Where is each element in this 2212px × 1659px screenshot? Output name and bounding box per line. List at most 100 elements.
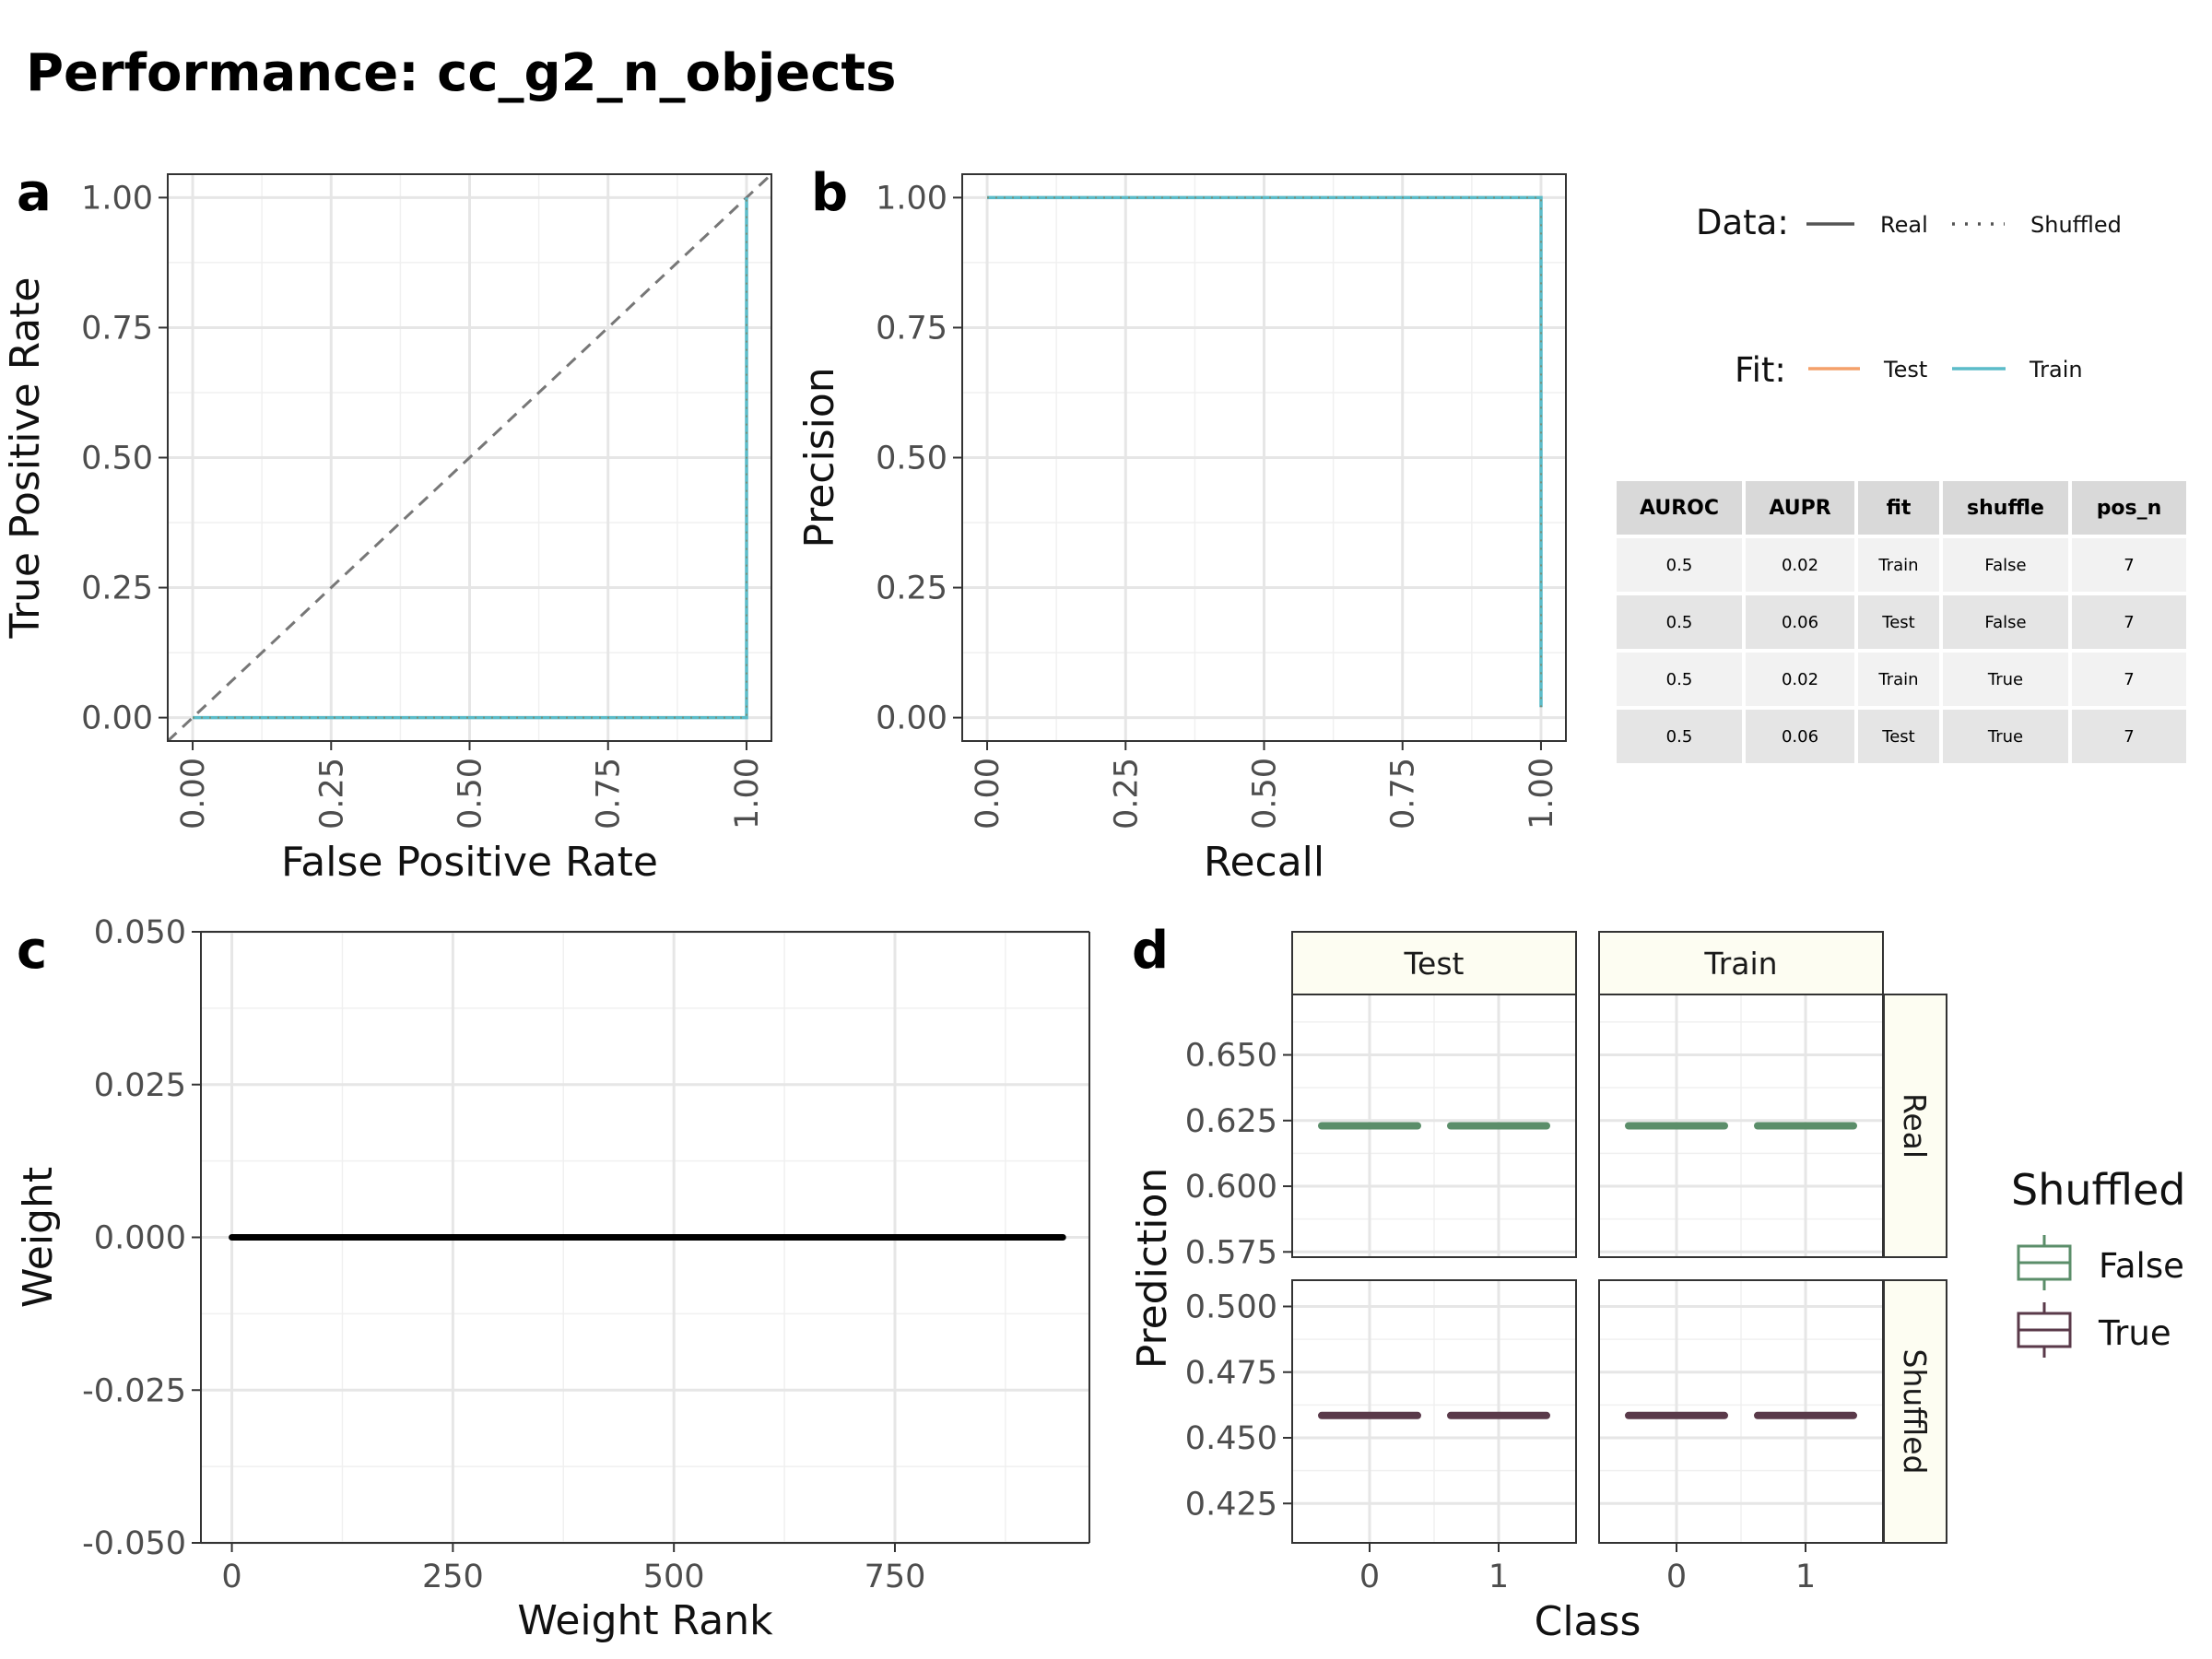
legend-real-label: Real [1880, 212, 1928, 238]
table-header-shuffle: shuffle [1943, 481, 2068, 535]
y-tick-label: 0.475 [1185, 1355, 1277, 1392]
table-cell: Test [1858, 595, 1939, 649]
legend-true-label: True [2098, 1313, 2171, 1353]
y-tick-label: 0.00 [876, 700, 947, 737]
y-tick-label: 0.75 [81, 310, 153, 347]
facet-strip-col [1598, 931, 1884, 995]
y-tick-label: 1.00 [81, 180, 153, 217]
table-cell: 0.06 [1746, 595, 1854, 649]
x-tick-label: 0.25 [313, 758, 350, 830]
table-cell: False [1943, 538, 2068, 592]
panel-label-c: c [17, 921, 47, 981]
y-tick-label: 0.600 [1185, 1169, 1277, 1206]
legend-test-label: Test [1883, 357, 1927, 382]
y-axis-title: Weight [15, 1167, 62, 1308]
table-header-aupr: AUPR [1746, 481, 1854, 535]
weights-panel: -0.050 -0.025 0.000 0.025 0.050 0 250 500 750 Wei… [15, 914, 1090, 1644]
y-tick-label: 1.00 [876, 180, 947, 217]
x-tick-label: 0 [221, 1559, 241, 1595]
y-tick-label: 0.000 [94, 1220, 186, 1257]
table-cell: False [1943, 595, 2068, 649]
facet-strip-row [1883, 1279, 1947, 1544]
x-tick-label: 1 [1488, 1559, 1509, 1595]
y-tick-label: 0.425 [1185, 1486, 1277, 1523]
table-cell: 0.5 [1617, 595, 1742, 649]
panel-label-d: d [1132, 921, 1169, 981]
table-header-row: AUROC AUPR fit shuffle pos_n [1617, 481, 2186, 535]
series-real-line [987, 195, 1543, 708]
x-tick-label: 0.75 [591, 758, 628, 830]
x-tick-label: 0.50 [1247, 758, 1284, 830]
table-cell: Train [1858, 653, 1939, 706]
table-cell: 0.02 [1746, 538, 1854, 592]
y-tick-label: 0.650 [1185, 1038, 1277, 1075]
table-cell: 0.5 [1617, 653, 1742, 706]
table-cell: True [1943, 653, 2068, 706]
table-row: 0.5 0.02 Train False 7 [1617, 538, 2186, 592]
legend-data-title: Data: [1696, 203, 1789, 242]
table-row: 0.5 0.06 Test True 7 [1617, 710, 2186, 763]
legend-train-label: Train [2029, 357, 2083, 382]
y-tick-label: 0.500 [1185, 1289, 1277, 1326]
x-axis-title: Recall [1204, 839, 1324, 886]
legend-fit-title: Fit: [1735, 350, 1786, 390]
x-tick-label: 750 [865, 1559, 926, 1595]
x-axis-title: False Positive Rate [281, 839, 658, 886]
y-tick-label: 0.75 [876, 310, 947, 347]
facet-strip-row-label: Shuffled [1897, 1349, 1933, 1475]
series-real-line [193, 197, 748, 720]
x-tick-label: 0 [1666, 1559, 1687, 1595]
table-cell: 7 [2072, 595, 2186, 649]
x-tick-label: 0.25 [1108, 758, 1145, 830]
facet-strip-row-label: Real [1897, 1093, 1933, 1159]
legend-shuffled-title: Shuffled [2011, 1165, 2185, 1215]
legend-shuffled: Shuffled False True [2011, 1165, 2185, 1358]
x-tick-label: 1.00 [1524, 758, 1560, 830]
x-axis-title: Class [1535, 1598, 1641, 1645]
y-tick-label: 0.050 [94, 914, 186, 951]
table-header-pos-n: pos_n [2072, 481, 2186, 535]
y-tick-label: 0.450 [1185, 1420, 1277, 1457]
prediction-panel: 0.575 0.600 0.625 0.650 Real 0 1 0 1 0.425 0.450 0.… [1129, 931, 1947, 1645]
table-row: 0.5 0.02 Train True 7 [1617, 653, 2186, 706]
table-cell: True [1943, 710, 2068, 763]
y-tick-label: 0.50 [81, 441, 153, 477]
facet-strip-col-label: Train [1703, 946, 1777, 982]
y-axis-title: Precision [796, 367, 843, 547]
table-cell: 0.5 [1617, 538, 1742, 592]
y-axis-title: True Positive Rate [2, 277, 49, 640]
y-tick-label: 0.25 [81, 571, 153, 607]
table-cell: 0.5 [1617, 710, 1742, 763]
y-tick-label: 0.625 [1185, 1103, 1277, 1140]
y-tick-label: -0.050 [82, 1525, 186, 1562]
table-header-fit: fit [1858, 481, 1939, 535]
y-tick-label: 0.575 [1185, 1234, 1277, 1271]
metrics-table: AUROC AUPR fit shuffle pos_n 0.5 0.02 Tr… [1613, 477, 2190, 767]
x-tick-label: 500 [643, 1559, 705, 1595]
x-axis-title: Weight Rank [517, 1597, 773, 1644]
y-tick-label: 0.50 [876, 441, 947, 477]
legend-data: Data: Real Shuffled [1696, 203, 2122, 242]
table-header-auroc: AUROC [1617, 481, 1742, 535]
table-cell: 7 [2072, 653, 2186, 706]
x-tick-label: 1.00 [729, 758, 766, 830]
pr-panel: 0.00 0.00 0.25 0.25 0.50 0.50 0.75 0.75 1.00 1.00… [796, 173, 1567, 886]
table-cell: Train [1858, 538, 1939, 592]
facet-strip-row [1883, 994, 1947, 1258]
x-tick-label: 0.50 [453, 758, 489, 830]
x-tick-label: 0.00 [175, 758, 212, 830]
panel-label-a: a [17, 163, 52, 223]
panel-label-b: b [811, 163, 848, 223]
facet-border [1291, 1279, 1577, 1544]
table-row: 0.5 0.06 Test False 7 [1617, 595, 2186, 649]
legend-shuffled-label: Shuffled [2030, 212, 2122, 238]
figure-title: Performance: cc_g2_n_objects [26, 43, 897, 103]
legend-false-label: False [2099, 1246, 2184, 1286]
reference-diagonal [166, 172, 773, 743]
table-cell: Test [1858, 710, 1939, 763]
y-tick-label: 0.025 [94, 1067, 186, 1104]
x-tick-label: 0.00 [970, 758, 1006, 830]
x-tick-label: 1 [1795, 1559, 1816, 1595]
x-tick-label: 0.75 [1385, 758, 1422, 830]
